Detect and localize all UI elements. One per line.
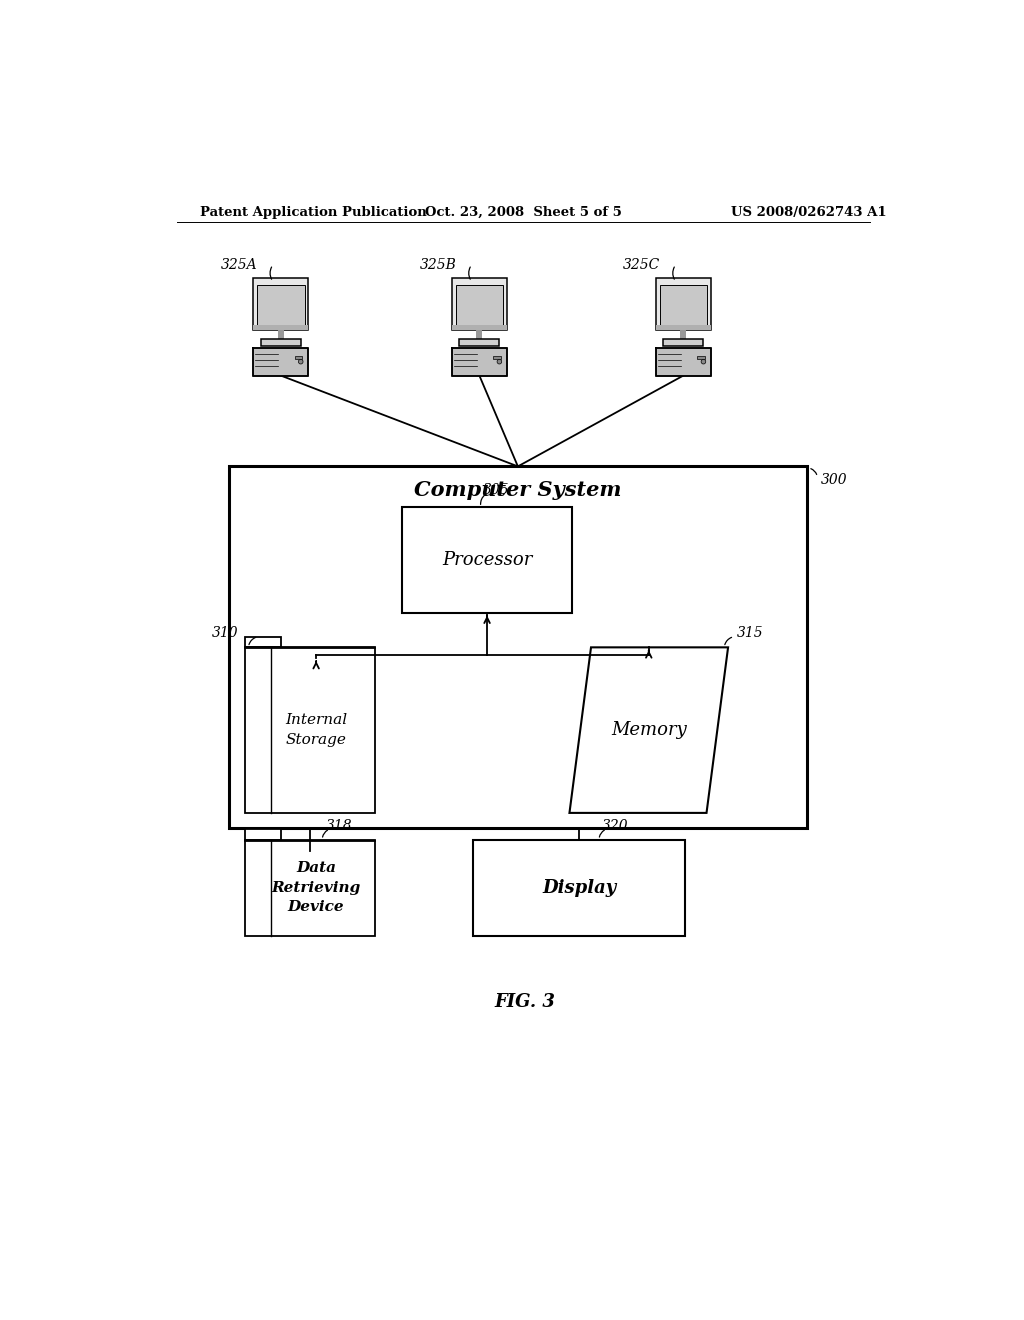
Circle shape	[701, 359, 706, 364]
Bar	[245, 829, 282, 840]
Text: 325B: 325B	[420, 257, 457, 272]
Bar	[278, 330, 284, 339]
Bar	[452, 277, 507, 330]
Circle shape	[497, 359, 502, 364]
Text: Patent Application Publication: Patent Application Publication	[200, 206, 427, 219]
Bar	[456, 285, 503, 326]
Bar	[476, 330, 482, 339]
Bar	[245, 647, 376, 813]
Bar	[659, 285, 708, 326]
Text: 305: 305	[483, 483, 510, 498]
Text: Processor: Processor	[442, 550, 532, 569]
Bar	[473, 840, 685, 936]
Text: Oct. 23, 2008  Sheet 5 of 5: Oct. 23, 2008 Sheet 5 of 5	[425, 206, 622, 219]
Bar	[664, 339, 703, 346]
Bar	[452, 326, 507, 330]
Text: Computer System: Computer System	[414, 479, 622, 499]
Text: 300: 300	[820, 474, 847, 487]
Text: FIG. 3: FIG. 3	[495, 993, 555, 1011]
Polygon shape	[569, 647, 728, 813]
Circle shape	[298, 359, 303, 364]
Bar	[452, 348, 507, 376]
Text: 320: 320	[602, 818, 629, 833]
Bar	[494, 356, 501, 359]
Bar	[229, 466, 807, 829]
Text: 315: 315	[737, 627, 764, 640]
Bar	[253, 348, 308, 376]
Bar	[295, 356, 302, 359]
Bar	[680, 330, 686, 339]
Text: 318: 318	[326, 818, 352, 833]
Bar	[257, 285, 304, 326]
Text: 310: 310	[212, 627, 239, 640]
Bar	[655, 277, 711, 330]
Text: Memory: Memory	[611, 721, 687, 739]
Text: Internal
Storage: Internal Storage	[285, 713, 347, 747]
Bar	[253, 326, 308, 330]
Bar	[245, 636, 282, 647]
Text: 325C: 325C	[623, 257, 660, 272]
Bar	[697, 356, 705, 359]
Text: 325A: 325A	[221, 257, 258, 272]
Bar	[261, 339, 301, 346]
Bar	[402, 507, 571, 612]
Text: Display: Display	[542, 879, 616, 898]
Bar	[460, 339, 500, 346]
Text: US 2008/0262743 A1: US 2008/0262743 A1	[731, 206, 887, 219]
Bar	[245, 840, 376, 936]
Text: Data
Retrieving
Device: Data Retrieving Device	[271, 862, 360, 915]
Bar	[655, 348, 711, 376]
Bar	[253, 277, 308, 330]
Bar	[655, 326, 711, 330]
